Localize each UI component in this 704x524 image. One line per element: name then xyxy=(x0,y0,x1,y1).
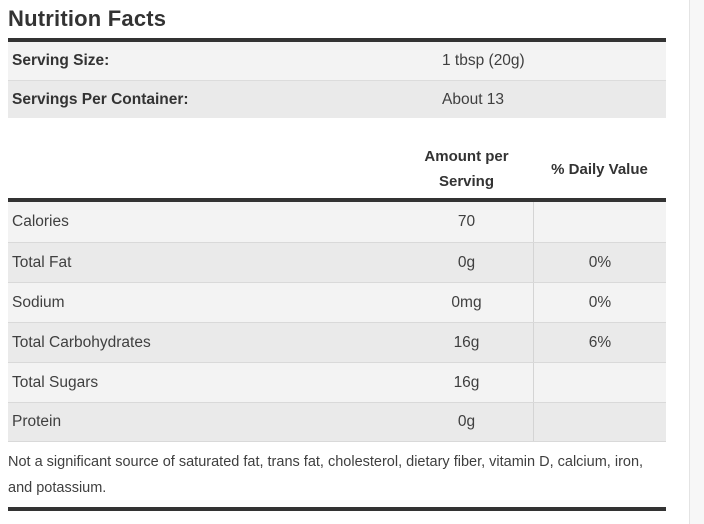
nutrition-facts-panel: Nutrition Facts Serving Size: 1 tbsp (20… xyxy=(8,0,666,511)
nutrient-amount: 0g xyxy=(457,413,476,430)
footnote: Not a significant source of saturated fa… xyxy=(8,454,644,496)
column-header-row: Amount per Serving % Daily Value xyxy=(8,118,666,198)
nutrient-daily-value: 0% xyxy=(533,243,666,282)
nutrient-name: Total Sugars xyxy=(12,373,99,391)
serving-info-row: Serving Size: 1 tbsp (20g) xyxy=(8,42,666,80)
nutrient-amount: 16g xyxy=(453,333,480,351)
nutrient-name: Total Carbohydrates xyxy=(12,333,151,351)
nutrient-daily-value: 0% xyxy=(533,283,666,322)
scrollbar-track[interactable] xyxy=(689,0,704,524)
serving-info-table: Serving Size: 1 tbsp (20g) Servings Per … xyxy=(8,42,666,118)
divider-bottom xyxy=(8,507,666,511)
nutrient-name: Protein xyxy=(12,413,62,430)
nutrient-name: Calories xyxy=(12,213,69,230)
nutrient-daily-value xyxy=(533,202,666,242)
nutrient-name: Total Fat xyxy=(12,253,72,271)
serving-info-value: About 13 xyxy=(442,90,505,108)
nutrient-daily-value xyxy=(533,363,666,402)
nutrient-row: Total Sugars 16g xyxy=(8,362,666,402)
nutrient-row: Sodium 0mg 0% xyxy=(8,282,666,322)
nutrient-table: Calories 70 Total Fat 0g 0% Sodium 0mg 0… xyxy=(8,202,666,442)
page-title: Nutrition Facts xyxy=(8,6,167,31)
nutrient-amount: 70 xyxy=(457,213,476,230)
serving-info-value: 1 tbsp (20g) xyxy=(442,52,525,69)
serving-info-label: Servings Per Container: xyxy=(12,90,189,108)
nutrient-row: Protein 0g xyxy=(8,402,666,442)
nutrient-daily-value xyxy=(533,403,666,441)
nutrient-row: Total Fat 0g 0% xyxy=(8,242,666,282)
column-header-daily-value: % Daily Value xyxy=(551,160,648,178)
divider-top xyxy=(8,38,666,42)
serving-info-row: Servings Per Container: About 13 xyxy=(8,80,666,118)
column-header-amount: Amount per Serving xyxy=(424,148,509,190)
nutrient-daily-value: 6% xyxy=(533,323,666,362)
nutrient-name: Sodium xyxy=(12,293,65,311)
divider-middle xyxy=(8,198,666,202)
nutrient-row: Calories 70 xyxy=(8,202,666,242)
serving-info-label: Serving Size: xyxy=(12,52,110,69)
nutrient-row: Total Carbohydrates 16g 6% xyxy=(8,322,666,362)
nutrient-amount: 16g xyxy=(453,373,480,391)
nutrient-amount: 0mg xyxy=(451,293,482,311)
nutrient-amount: 0g xyxy=(457,253,476,271)
